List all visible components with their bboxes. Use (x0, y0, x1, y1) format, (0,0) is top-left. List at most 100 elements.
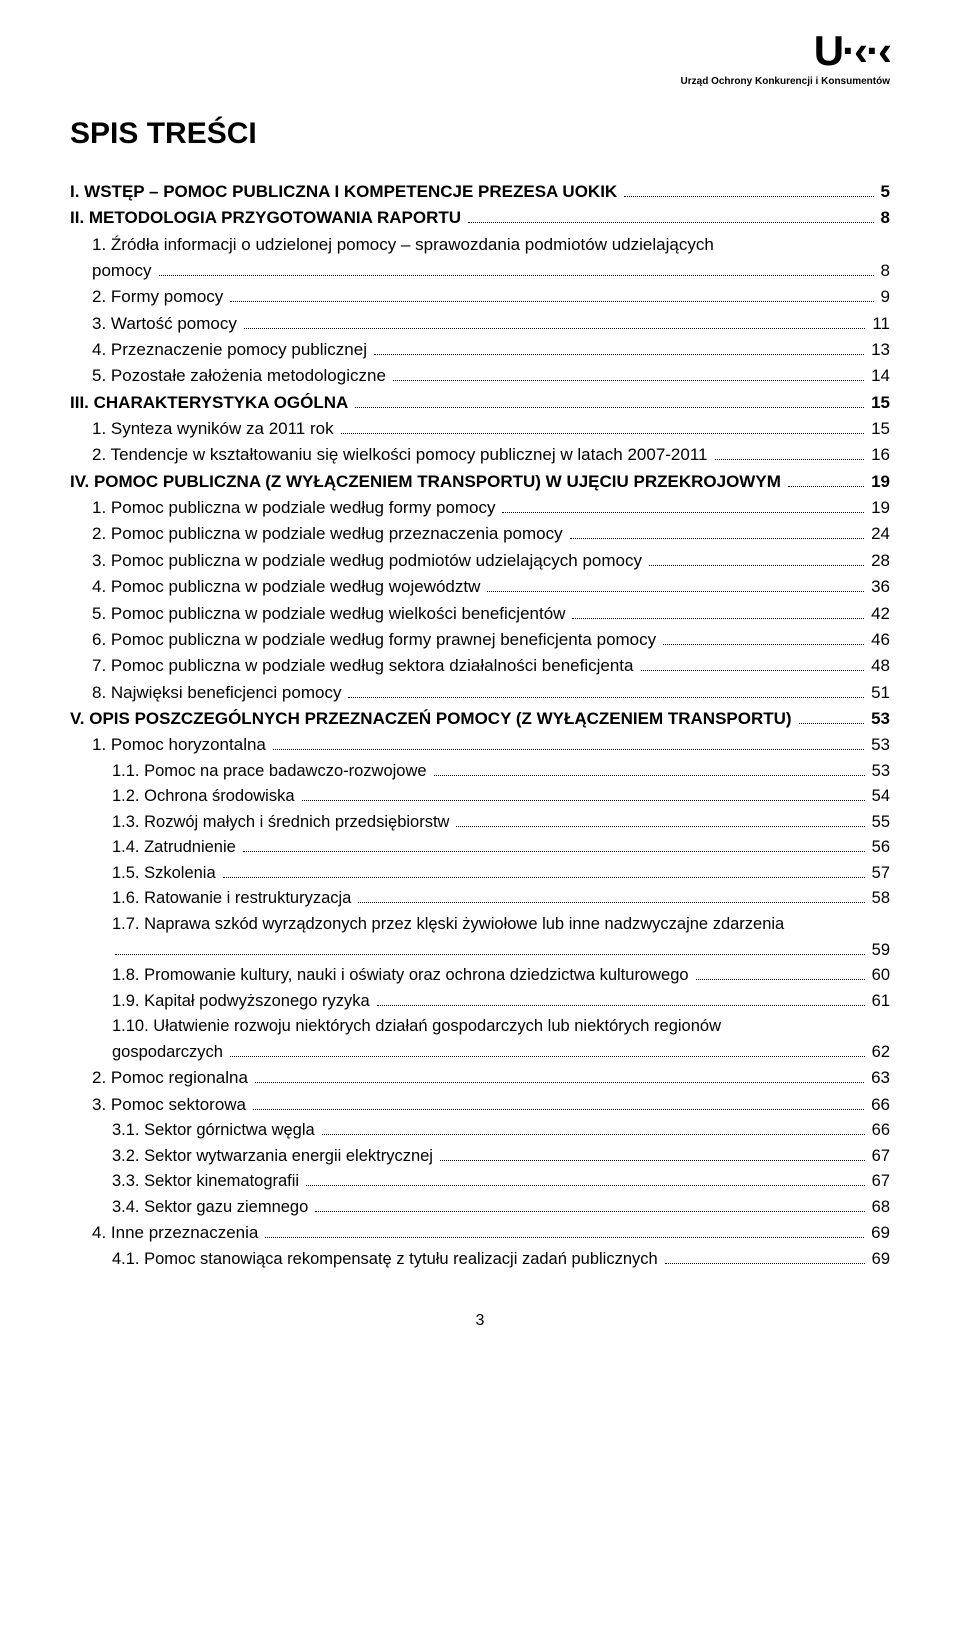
toc-page: 5 (881, 179, 890, 205)
toc-entry: 3.4. Sektor gazu ziemnego68 (112, 1195, 890, 1221)
toc-label: 2. Pomoc publiczna w podziale według prz… (92, 521, 563, 547)
toc-dots (440, 1146, 865, 1161)
toc-entry: 6. Pomoc publiczna w podziale według for… (92, 627, 890, 653)
toc-entry: II. METODOLOGIA PRZYGOTOWANIA RAPORTU 8 (70, 205, 890, 231)
toc-dots (159, 261, 874, 276)
toc-entry: 1. Pomoc horyzontalna53 (92, 732, 890, 758)
toc-entry: 2. Pomoc regionalna 63 (92, 1065, 890, 1091)
toc-page: 48 (871, 653, 890, 679)
toc-label: III. CHARAKTERYSTYKA OGÓLNA (70, 390, 348, 416)
toc-label: 1.2. Ochrona środowiska (112, 784, 295, 810)
toc-dots (641, 656, 865, 671)
toc-label: 4. Pomoc publiczna w podziale według woj… (92, 574, 480, 600)
toc-entry: 3. Pomoc sektorowa66 (92, 1092, 890, 1118)
toc-entry: 5. Pozostałe założenia metodologiczne 14 (92, 363, 890, 389)
toc-label: 1. Pomoc horyzontalna (92, 732, 266, 758)
toc-label: 1.6. Ratowanie i restrukturyzacja (112, 886, 351, 912)
page-number: 3 (70, 1312, 890, 1330)
toc-entry: 2. Tendencje w kształtowaniu się wielkoś… (92, 442, 890, 468)
toc-page: 8 (881, 205, 890, 231)
toc-page: 66 (871, 1092, 890, 1118)
toc-dots (799, 709, 864, 724)
toc-page: 58 (872, 886, 890, 912)
toc-dots (348, 682, 864, 697)
toc-dots (243, 837, 865, 852)
toc-label: IV. POMOC PUBLICZNA (Z WYŁĄCZENIEM TRANS… (70, 469, 781, 495)
toc-page: 54 (872, 784, 890, 810)
toc-page: 53 (872, 759, 890, 785)
toc-entry: 3.1. Sektor górnictwa węgla66 (112, 1118, 890, 1144)
toc-page: 13 (871, 337, 890, 363)
toc-label: 1.3. Rozwój małych i średnich przedsiębi… (112, 810, 449, 836)
toc-dots (393, 366, 864, 381)
toc-label: 6. Pomoc publiczna w podziale według for… (92, 627, 656, 653)
toc-dots (244, 313, 865, 328)
toc-dots (696, 965, 865, 980)
toc-page: 9 (881, 284, 890, 310)
toc-label: 1. Synteza wyników za 2011 rok (92, 416, 334, 442)
toc-entry: 1.9. Kapitał podwyższonego ryzyka61 (112, 989, 890, 1015)
toc-page: 28 (871, 548, 890, 574)
toc-page: 14 (871, 363, 890, 389)
toc-page: 11 (872, 311, 890, 337)
toc-dots (230, 287, 873, 302)
toc-entry: V. OPIS POSZCZEGÓLNYCH PRZEZNACZEŃ POMOC… (70, 706, 890, 732)
toc-label: II. METODOLOGIA PRZYGOTOWANIA RAPORTU (70, 205, 461, 231)
toc-dots (663, 630, 864, 645)
toc-label: 1.10. Ułatwienie rozwoju niektórych dzia… (112, 1014, 721, 1040)
toc-page: 55 (872, 810, 890, 836)
toc-page: 63 (871, 1065, 890, 1091)
toc-entry-continuation: 59 (112, 938, 890, 964)
toc-dots (230, 1042, 865, 1057)
logo-area: U·‹·‹ Urząd Ochrony Konkurencji i Konsum… (70, 30, 890, 87)
toc-dots (487, 577, 864, 592)
toc-label: 7. Pomoc publiczna w podziale według sek… (92, 653, 634, 679)
toc-dots (649, 551, 864, 566)
toc-dots (377, 991, 865, 1006)
toc-page: 68 (872, 1195, 890, 1221)
toc-label: 2. Tendencje w kształtowaniu się wielkoś… (92, 442, 708, 468)
toc-entry: IV. POMOC PUBLICZNA (Z WYŁĄCZENIEM TRANS… (70, 469, 890, 495)
toc-label: V. OPIS POSZCZEGÓLNYCH PRZEZNACZEŃ POMOC… (70, 706, 792, 732)
toc-dots (468, 208, 874, 223)
page-title: SPIS TREŚCI (70, 117, 890, 151)
toc-entry: 1. Pomoc publiczna w podziale według for… (92, 495, 890, 521)
toc-page: 57 (872, 861, 890, 887)
toc-dots (273, 735, 864, 750)
toc-label: 5. Pomoc publiczna w podziale według wie… (92, 601, 565, 627)
toc-entry: 1.8. Promowanie kultury, nauki i oświaty… (112, 963, 890, 989)
toc-entry: 8. Najwięksi beneficjenci pomocy51 (92, 680, 890, 706)
toc-label: 5. Pozostałe założenia metodologiczne (92, 363, 386, 389)
toc-label: 1.5. Szkolenia (112, 861, 216, 887)
toc-dots (115, 940, 865, 955)
toc-dots (374, 340, 864, 355)
toc-label: 3. Pomoc publiczna w podziale według pod… (92, 548, 642, 574)
toc-entry: 3.3. Sektor kinematografii67 (112, 1169, 890, 1195)
toc-entry: 4. Pomoc publiczna w podziale według woj… (92, 574, 890, 600)
toc-dots (315, 1197, 864, 1212)
toc-label: 1.1. Pomoc na prace badawczo-rozwojowe (112, 759, 427, 785)
toc-entry: 1.6. Ratowanie i restrukturyzacja 58 (112, 886, 890, 912)
toc-label: 2. Pomoc regionalna (92, 1065, 248, 1091)
toc-entry-continuation: pomocy8 (92, 258, 890, 284)
logo-glyphs: U·‹·‹ (681, 30, 890, 72)
toc-dots (570, 524, 864, 539)
toc-page: 36 (871, 574, 890, 600)
toc-label: 8. Najwięksi beneficjenci pomocy (92, 680, 341, 706)
toc-page: 46 (871, 627, 890, 653)
toc-entry: 1. Synteza wyników za 2011 rok15 (92, 416, 890, 442)
toc-page: 61 (872, 989, 890, 1015)
toc-label: 1. Pomoc publiczna w podziale według for… (92, 495, 495, 521)
toc-entry: 1.2. Ochrona środowiska 54 (112, 784, 890, 810)
toc-label: 3.1. Sektor górnictwa węgla (112, 1118, 315, 1144)
toc-entry: 5. Pomoc publiczna w podziale według wie… (92, 601, 890, 627)
toc-dots (355, 392, 864, 407)
toc-page: 8 (881, 258, 890, 284)
toc-dots (223, 863, 865, 878)
toc-entry: 4.1. Pomoc stanowiąca rekompensatę z tyt… (112, 1247, 890, 1273)
toc-entry: 7. Pomoc publiczna w podziale według sek… (92, 653, 890, 679)
toc-entry: I. WSTĘP – POMOC PUBLICZNA I KOMPETENCJE… (70, 179, 890, 205)
toc-entry: 1.5. Szkolenia 57 (112, 861, 890, 887)
toc-page: 15 (871, 390, 890, 416)
toc-label: 4. Inne przeznaczenia (92, 1220, 258, 1246)
